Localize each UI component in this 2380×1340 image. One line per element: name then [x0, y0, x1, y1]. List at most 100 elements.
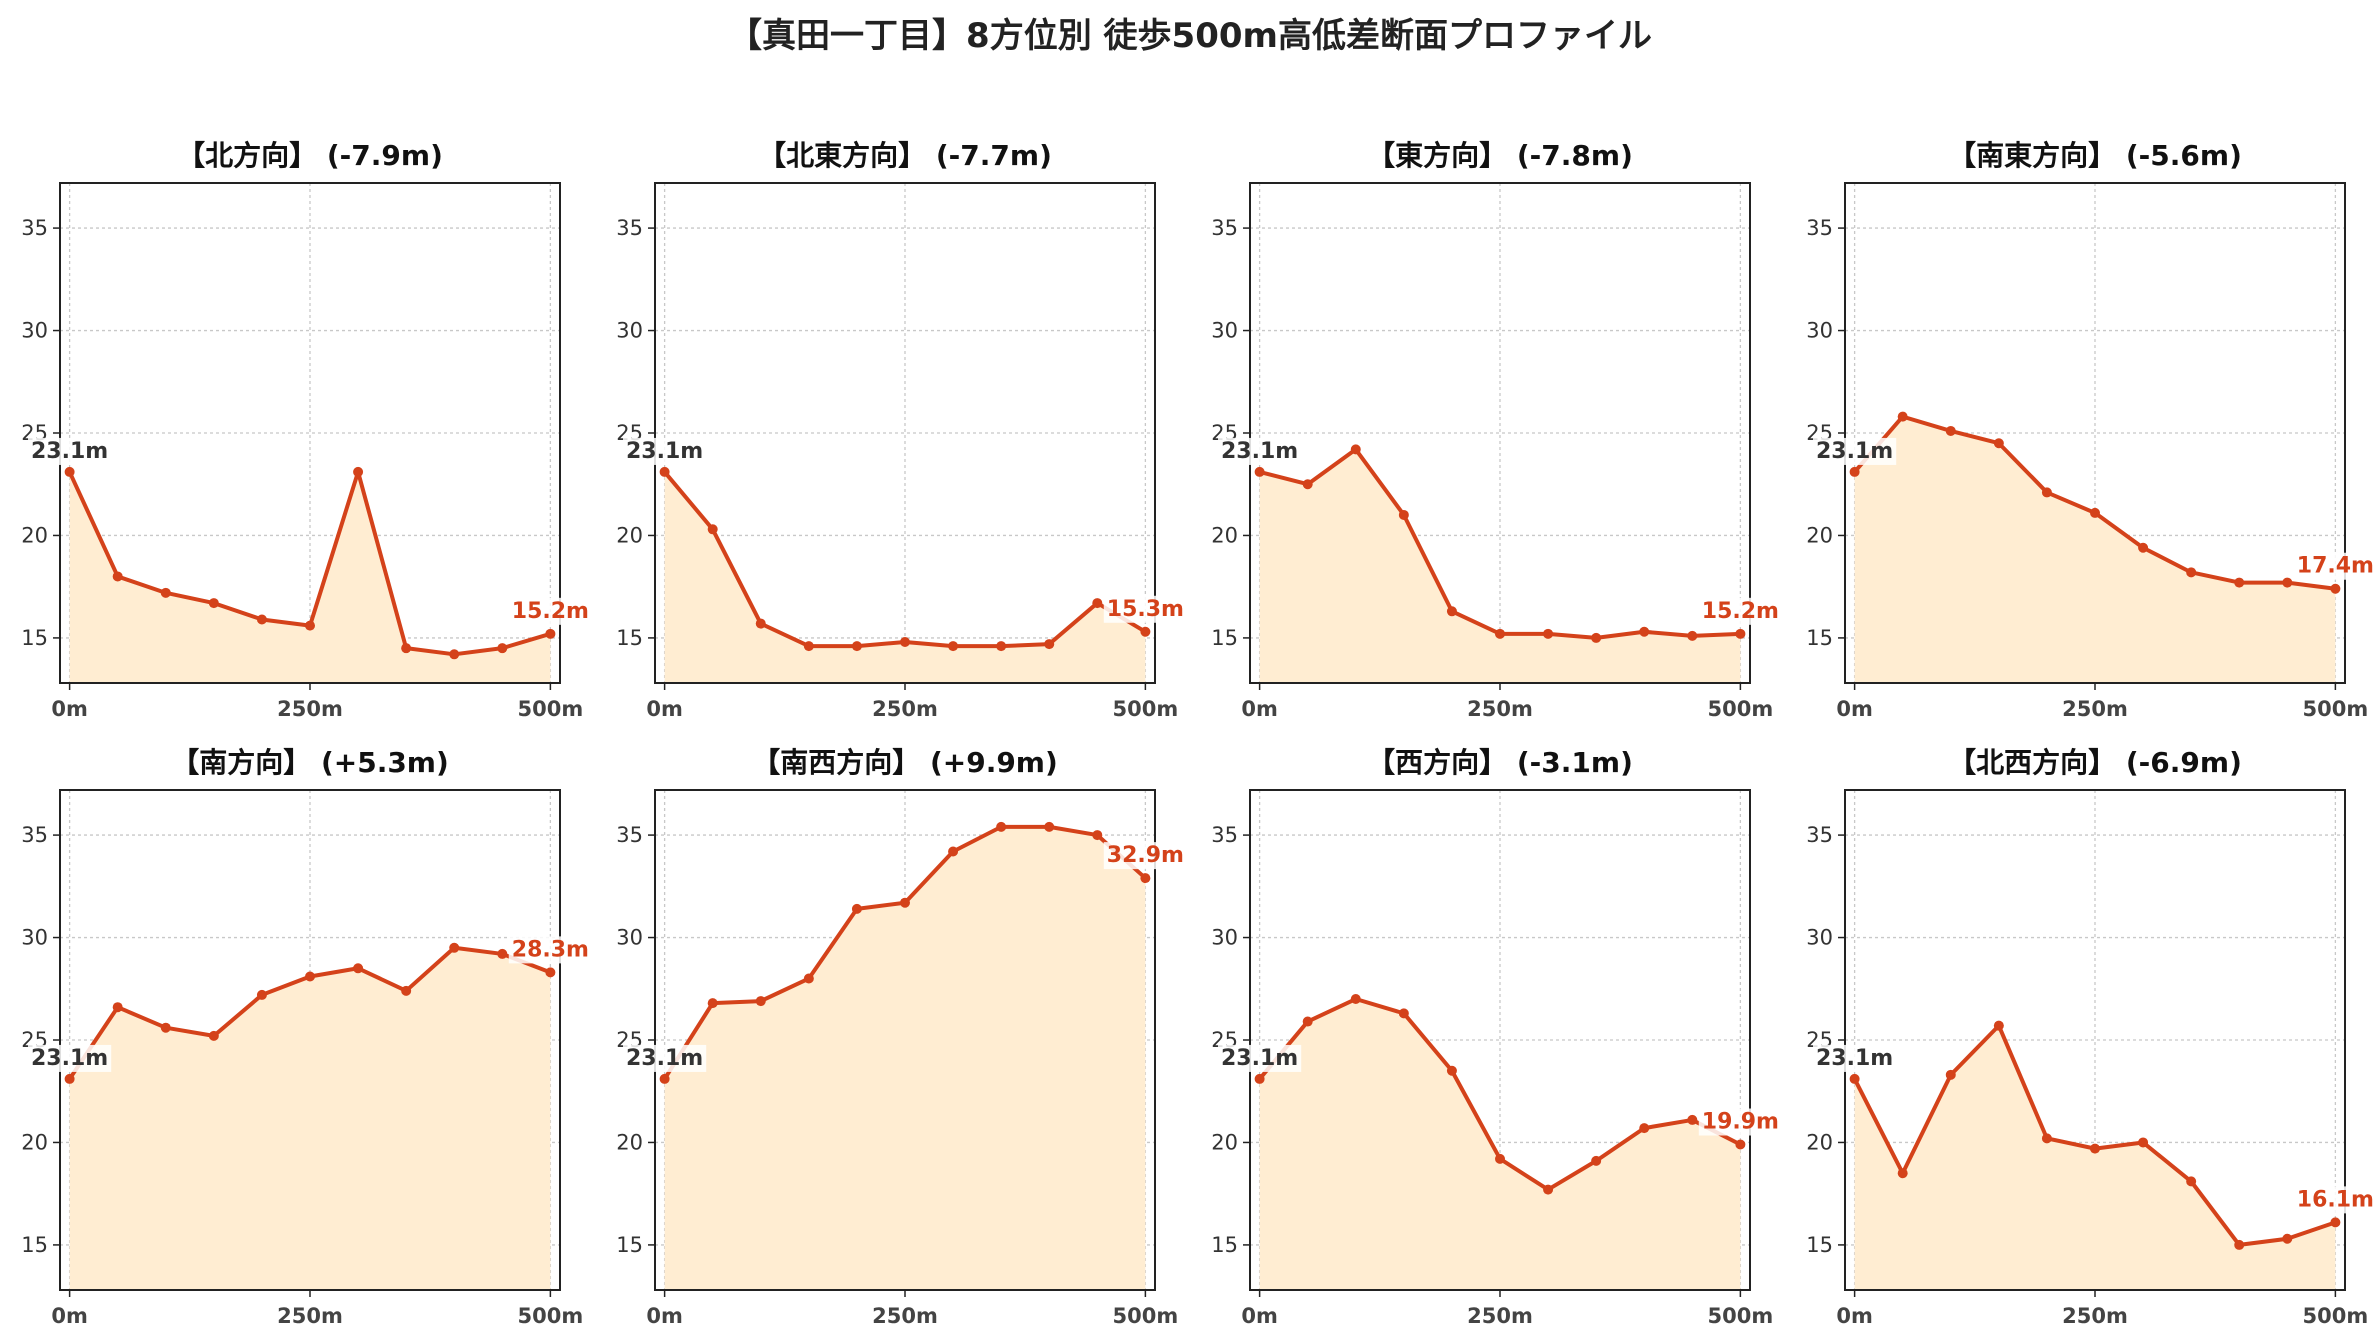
data-point: [707, 524, 718, 535]
y-tick-label: 15: [1806, 1233, 1833, 1257]
label-background: [1218, 1044, 1302, 1072]
x-tick-label: 0m: [646, 1304, 683, 1328]
label-background: [2293, 552, 2377, 580]
x-tick-label: 500m: [1708, 697, 1774, 721]
x-tick-label: 250m: [277, 1304, 343, 1328]
data-point: [160, 587, 171, 598]
y-tick-label: 35: [616, 216, 643, 240]
y-tick-label: 35: [616, 823, 643, 847]
area-fill: [1259, 449, 1741, 683]
data-point: [659, 466, 670, 477]
data-point: [305, 620, 315, 631]
x-tick-label: 250m: [872, 1304, 938, 1328]
y-tick-label: 15: [21, 626, 48, 650]
x-tick-label: 0m: [51, 1304, 88, 1328]
panel-title: 【西方向】 (-3.1m): [1367, 746, 1633, 779]
x-tick-label: 0m: [51, 697, 88, 721]
x-tick-label: 500m: [1708, 1304, 1774, 1328]
label-background: [508, 597, 592, 625]
x-tick-label: 250m: [872, 697, 938, 721]
y-tick-label: 30: [1806, 319, 1833, 343]
data-point: [1591, 1155, 1602, 1166]
end-elevation-label: 15.2m: [512, 599, 589, 624]
data-point: [2138, 1137, 2149, 1148]
data-point: [659, 1073, 670, 1084]
data-point: [112, 571, 123, 582]
data-point: [1446, 1065, 1457, 1076]
data-point: [256, 614, 267, 625]
y-tick-label: 35: [21, 823, 48, 847]
y-tick-label: 35: [1806, 823, 1833, 847]
start-elevation-label: 23.1m: [626, 1046, 703, 1071]
data-point: [64, 1073, 75, 1084]
end-elevation-label: 32.9m: [1107, 843, 1184, 868]
data-point: [1687, 1114, 1698, 1125]
data-point: [1639, 1123, 1650, 1134]
data-point: [2330, 583, 2341, 594]
panel-title: 【南東方向】 (-5.6m): [1948, 139, 2242, 172]
panel-title: 【南西方向】 (+9.9m): [752, 746, 1058, 779]
start-elevation-label: 23.1m: [31, 439, 108, 464]
data-point: [1945, 425, 1956, 436]
data-point: [449, 942, 460, 953]
panel-title: 【北方向】 (-7.9m): [177, 139, 443, 172]
y-tick-label: 15: [616, 1233, 643, 1257]
area-fill: [69, 471, 551, 683]
data-point: [1543, 628, 1554, 639]
data-point: [996, 821, 1007, 832]
data-point: [1350, 444, 1361, 455]
x-tick-label: 250m: [1467, 1304, 1533, 1328]
label-background: [1218, 437, 1302, 465]
data-point: [1446, 606, 1457, 617]
data-point: [449, 649, 460, 660]
data-point: [160, 1022, 171, 1033]
start-elevation-label: 23.1m: [1816, 439, 1893, 464]
data-point: [64, 466, 75, 477]
start-elevation-label: 23.1m: [1221, 439, 1298, 464]
data-point: [1495, 628, 1505, 639]
y-tick-label: 15: [1806, 626, 1833, 650]
y-tick-label: 20: [616, 523, 643, 547]
label-background: [1698, 597, 1782, 625]
data-point: [1897, 1168, 1908, 1179]
label-background: [1698, 1108, 1782, 1136]
end-elevation-label: 16.1m: [2297, 1187, 2374, 1212]
y-tick-label: 20: [21, 523, 48, 547]
x-tick-label: 0m: [1241, 697, 1278, 721]
panel-title: 【北東方向】 (-7.7m): [758, 139, 1052, 172]
area-fill: [1854, 1025, 2336, 1290]
data-point: [2041, 1133, 2052, 1144]
data-point: [1140, 873, 1151, 884]
data-point: [1849, 466, 1860, 477]
label-background: [1813, 437, 1897, 465]
x-tick-label: 0m: [1241, 1304, 1278, 1328]
data-point: [755, 618, 766, 629]
y-tick-label: 20: [1211, 1130, 1238, 1154]
y-tick-label: 30: [1211, 319, 1238, 343]
panel-title: 【北西方向】 (-6.9m): [1948, 746, 2242, 779]
data-point: [208, 598, 219, 609]
data-point: [208, 1030, 219, 1041]
data-point: [1495, 1153, 1505, 1164]
y-tick-label: 15: [21, 1233, 48, 1257]
data-point: [1092, 598, 1103, 609]
data-point: [1044, 821, 1055, 832]
data-point: [545, 967, 556, 978]
area-fill: [1259, 999, 1741, 1290]
x-tick-label: 500m: [518, 697, 584, 721]
label-background: [28, 1044, 112, 1072]
data-point: [1687, 630, 1698, 641]
x-tick-label: 500m: [1113, 1304, 1179, 1328]
data-point: [1398, 1008, 1409, 1019]
data-point: [851, 641, 862, 652]
figure-title: 【真田一丁目】8方位別 徒歩500m高低差断面プロファイル: [728, 16, 1652, 56]
label-background: [623, 437, 707, 465]
label-background: [2293, 1186, 2377, 1214]
label-background: [1813, 1044, 1897, 1072]
data-point: [1092, 830, 1103, 841]
